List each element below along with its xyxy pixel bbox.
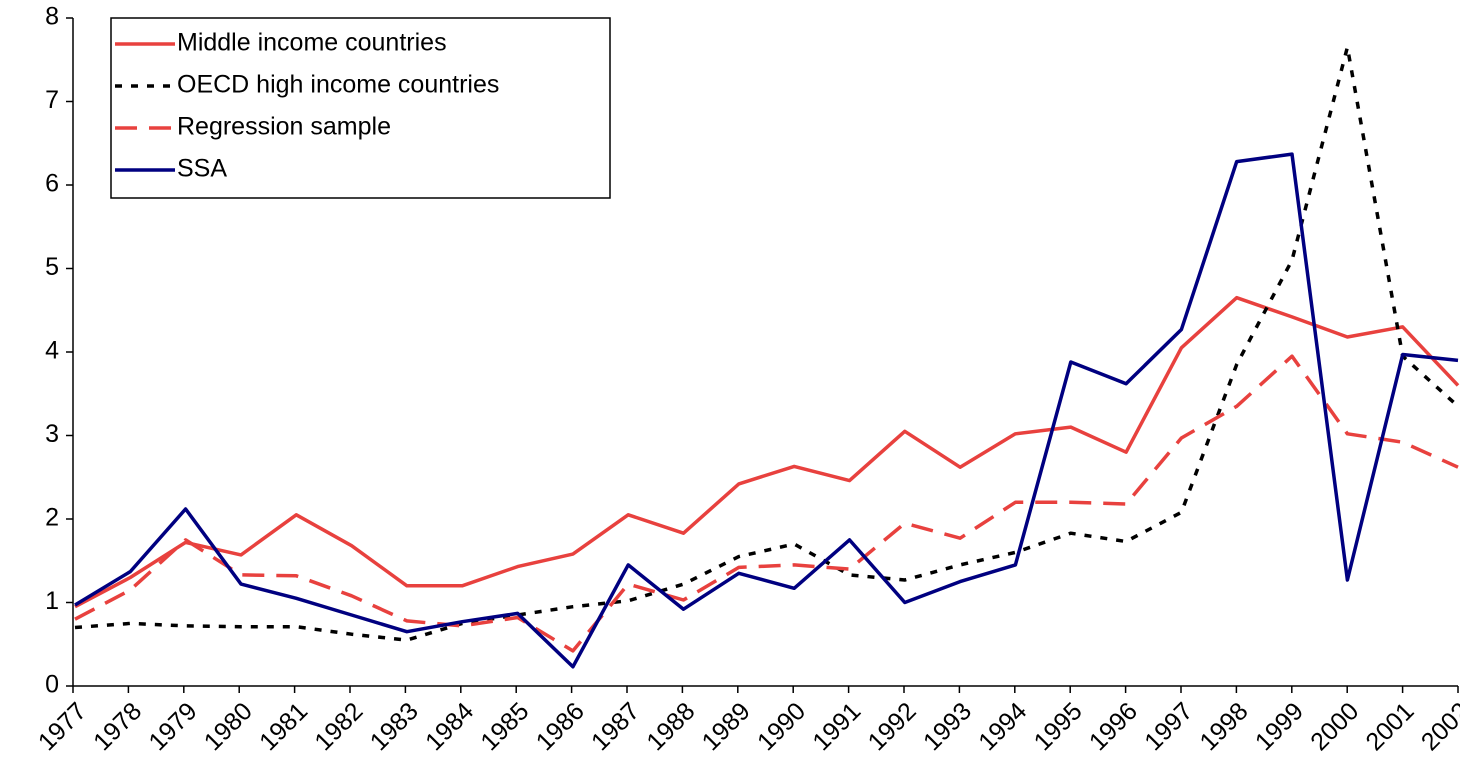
y-tick-label: 7 [45,86,59,114]
x-tick-label: 1979 [143,697,202,756]
series-line [74,45,1460,642]
x-tick-label: 1988 [641,697,700,756]
x-tick-label: 1994 [973,697,1032,756]
x-tick-label: 1978 [88,697,147,756]
x-tick-label: 1982 [309,697,368,756]
y-tick-label: 4 [45,337,59,365]
x-tick-label: 1996 [1084,697,1143,756]
series-line [74,152,1459,669]
x-tick-label: 2000 [1305,697,1364,756]
y-tick-label: 6 [45,170,59,198]
x-tick-label: 1977 [33,697,92,756]
series-line [74,354,1459,653]
x-tick-label: 1984 [420,697,479,756]
legend-label: SSA [177,155,227,183]
x-tick-label: 1980 [199,697,258,756]
legend: Middle income countries OECD high income … [110,17,611,199]
y-tick-label: 5 [45,253,59,281]
y-tick-label: 1 [45,587,59,615]
legend-label: OECD high income countries [177,71,499,99]
x-tick-label: 1997 [1139,697,1198,756]
y-tick-label: 3 [45,420,59,448]
y-tick-label: 8 [45,3,59,31]
y-tick-label: 0 [45,671,59,699]
x-tick-label: 1985 [475,697,534,756]
x-tick-label: 1986 [531,697,590,756]
x-tick-label: 1992 [863,697,922,756]
legend-label: Middle income countries [177,29,447,57]
x-tick-label: 1983 [365,697,424,756]
x-tick-label: 2001 [1360,697,1419,756]
x-tick-label: 1998 [1195,697,1254,756]
x-tick-label: 1991 [807,697,866,756]
x-tick-label: 1990 [752,697,811,756]
x-tick-label: 1989 [697,697,756,756]
y-tick-label: 2 [45,504,59,532]
x-tick-label: 1981 [254,697,313,756]
x-tick-label: 2002 [1416,697,1460,756]
series-line [74,295,1460,609]
legend-label: Regression sample [177,113,391,141]
x-tick-label: 1993 [918,697,977,756]
legend-box [110,17,611,199]
x-tick-label: 1999 [1250,697,1309,756]
x-tick-label: 1987 [586,697,645,756]
x-tick-label: 1995 [1029,697,1088,756]
